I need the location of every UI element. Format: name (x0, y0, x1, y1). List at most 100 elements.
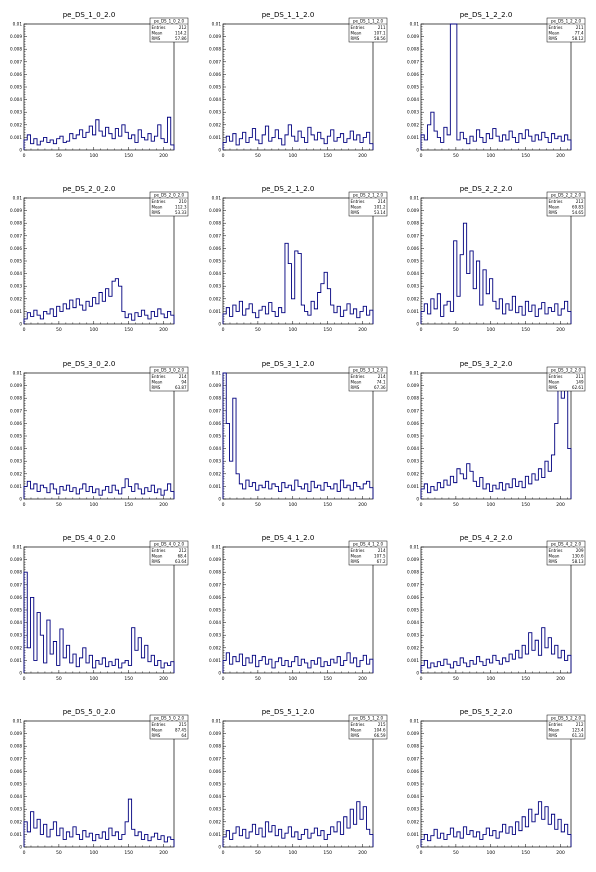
histogram-line (420, 372, 572, 499)
stats-value: 63.64 (175, 559, 187, 564)
stats-label: RMS (152, 733, 161, 738)
y-tick-label: 0 (19, 497, 22, 502)
y-tick-label: 0.007 (407, 756, 419, 761)
stats-value: 68.4 (178, 553, 187, 558)
y-tick-label: 0.006 (10, 72, 22, 77)
y-tick-label: 0.01 (13, 545, 23, 550)
x-tick-label: 0 (420, 676, 423, 682)
y-tick-label: 0.007 (10, 582, 22, 587)
x-tick-label: 0 (222, 327, 225, 333)
y-tick-label: 0.01 (13, 22, 23, 27)
y-tick-label: 0.01 (13, 719, 23, 724)
y-tick-label: 0 (416, 845, 419, 850)
stats-name: pe_DS_3_2_2.0 (551, 368, 582, 373)
stats-label: Mean (549, 553, 560, 558)
x-tick-label: 50 (453, 676, 459, 682)
histogram-line (23, 798, 175, 847)
y-tick-label: 0.005 (10, 434, 22, 439)
histogram-panel: pe_DS_4_2_2.0 0 0.001 0.002 0.003 0.004 0.005 0… (407, 534, 586, 682)
x-tick-label: 150 (323, 502, 332, 508)
stats-label: Entries (351, 25, 365, 30)
stats-label: RMS (152, 36, 161, 41)
y-tick-label: 0.003 (209, 284, 221, 289)
y-tick-label: 0.002 (10, 819, 22, 824)
stats-label: Mean (152, 379, 163, 384)
x-tick-label: 100 (486, 676, 495, 682)
y-tick-label: 0.01 (13, 371, 23, 376)
y-tick-label: 0.009 (407, 731, 419, 736)
y-tick-label: 0.006 (209, 246, 221, 251)
y-tick-label: 0.008 (407, 744, 419, 749)
y-tick-label: 0.008 (10, 221, 22, 226)
x-tick-label: 100 (89, 850, 98, 856)
y-tick-label: 0 (416, 497, 419, 502)
stats-label: Mean (152, 204, 163, 209)
stats-label: Mean (549, 727, 560, 732)
stats-box-frame (546, 714, 586, 740)
y-tick-label: 0.002 (407, 819, 419, 824)
x-tick-label: 50 (453, 153, 459, 159)
stats-name: pe_DS_3_1_2.0 (353, 368, 384, 373)
y-tick-label: 0.005 (407, 434, 419, 439)
stats-box-frame (348, 17, 388, 43)
stats-box-frame (546, 191, 586, 217)
chart-title: pe_DS_5_1_2.0 (262, 708, 315, 716)
stats-label: RMS (549, 385, 558, 390)
x-tick-label: 50 (255, 502, 261, 508)
x-tick-label: 50 (56, 676, 62, 682)
stats-value: 104.6 (374, 727, 386, 732)
histogram-panel: pe_DS_4_0_2.0 0 0.001 0.002 0.003 0.004 0.005 0… (10, 534, 189, 682)
x-tick-label: 100 (288, 327, 297, 333)
plot-frame (23, 372, 175, 500)
y-tick-label: 0.003 (407, 110, 419, 115)
y-tick-label: 0.006 (10, 421, 22, 426)
chart-title: pe_DS_2_1_2.0 (262, 185, 315, 193)
y-tick-label: 0.009 (209, 208, 221, 213)
stats-label: Mean (351, 727, 362, 732)
chart-title: pe_DS_3_2_2.0 (460, 360, 513, 368)
y-tick-label: 0.002 (209, 122, 221, 127)
stats-value: 53.14 (374, 210, 386, 215)
x-tick-label: 50 (453, 850, 459, 856)
histogram-line (222, 124, 374, 150)
stats-label: Entries (351, 374, 365, 379)
histogram-line (420, 222, 572, 324)
stats-value: 74.1 (377, 379, 386, 384)
y-tick-label: 0.008 (10, 396, 22, 401)
stats-label: RMS (351, 36, 360, 41)
y-tick-label: 0.005 (209, 434, 221, 439)
stats-label: Mean (351, 379, 362, 384)
x-tick-label: 150 (124, 850, 133, 856)
y-tick-label: 0.01 (410, 719, 420, 724)
stats-value: 101.2 (374, 204, 386, 209)
stats-value: 212 (576, 199, 584, 204)
y-tick-label: 0.007 (10, 233, 22, 238)
stats-value: 77.4 (575, 30, 584, 35)
stats-box-frame (149, 17, 189, 43)
stats-label: Mean (152, 30, 163, 35)
y-tick-label: 0.005 (209, 259, 221, 264)
y-tick-label: 0.006 (209, 421, 221, 426)
x-tick-label: 0 (222, 676, 225, 682)
y-tick-label: 0.01 (212, 719, 222, 724)
stats-value: 212 (576, 722, 584, 727)
y-tick-label: 0.007 (407, 59, 419, 64)
y-tick-label: 0.009 (10, 731, 22, 736)
y-tick-label: 0.01 (410, 545, 420, 550)
stats-box-frame (348, 366, 388, 392)
x-tick-label: 150 (323, 327, 332, 333)
y-tick-label: 0.004 (209, 794, 221, 799)
stats-value: 112.3 (175, 204, 187, 209)
stats-name: pe_DS_3_0_2.0 (154, 368, 185, 373)
y-tick-label: 0.002 (209, 471, 221, 476)
y-tick-label: 0.003 (407, 459, 419, 464)
x-tick-label: 100 (486, 327, 495, 333)
x-tick-label: 100 (288, 850, 297, 856)
x-tick-label: 100 (89, 676, 98, 682)
y-tick-label: 0.005 (10, 85, 22, 90)
y-tick-label: 0.005 (10, 608, 22, 613)
